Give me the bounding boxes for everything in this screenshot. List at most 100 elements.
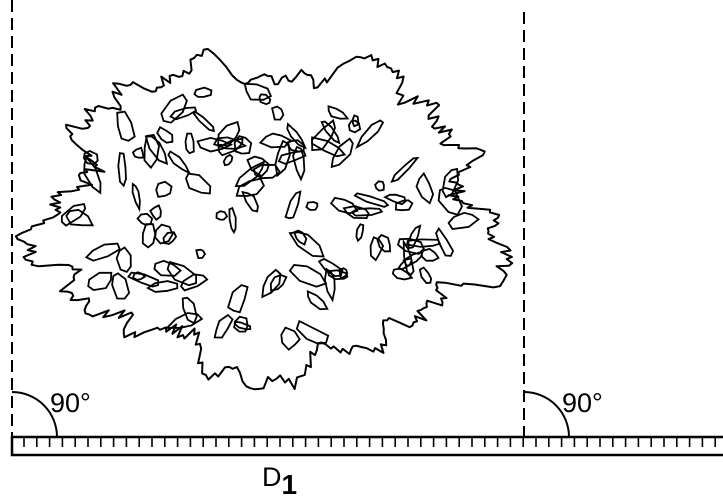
crown-gap <box>143 134 160 170</box>
crown-gap <box>390 156 420 184</box>
crown-gap <box>295 319 330 345</box>
crown-gap <box>258 93 272 106</box>
crown-gap <box>166 260 197 287</box>
crown-gap <box>258 132 292 149</box>
crown-gap <box>269 274 288 292</box>
crown-gap <box>396 257 413 271</box>
crown-gap <box>391 267 414 281</box>
crown-gap <box>369 236 385 262</box>
crown-gap <box>326 269 349 281</box>
crown-gap <box>243 82 273 101</box>
crown-gap <box>87 271 113 291</box>
crown-gap <box>374 180 385 192</box>
crown-gap <box>141 223 157 249</box>
crown-gap <box>233 315 249 333</box>
diameter-letter: D <box>262 462 282 492</box>
crown-gap <box>407 224 422 250</box>
crown-gap <box>437 186 464 216</box>
diameter-subscript: 1 <box>282 469 298 499</box>
crown-gap <box>277 150 307 165</box>
crown-gap <box>292 145 306 182</box>
ruler-ticks <box>23 437 717 447</box>
crown-gap <box>131 182 141 213</box>
crown-gap <box>155 180 173 198</box>
crown-gap <box>162 231 178 245</box>
crown-gap <box>228 206 237 235</box>
crown-gap <box>286 122 308 150</box>
tree-crown <box>14 48 514 391</box>
crown-gap <box>196 136 234 153</box>
crown-gap <box>350 207 384 217</box>
crown-gap <box>117 152 127 188</box>
crown-gap <box>227 284 249 314</box>
crown-gap <box>156 125 174 144</box>
crown-gap <box>60 202 87 227</box>
crown-gap <box>280 326 301 351</box>
crown-gap <box>184 132 195 155</box>
crown-gap <box>418 266 433 285</box>
crown-gap <box>154 223 174 245</box>
crown-gap <box>338 267 349 280</box>
crown-gap <box>233 135 253 155</box>
crown-gap <box>327 105 350 120</box>
crown-gap <box>383 193 407 206</box>
crown-gap <box>115 246 132 273</box>
crown-gap <box>329 196 359 215</box>
crown-gap <box>402 238 415 277</box>
crown-gap <box>355 223 365 243</box>
crown-gap <box>234 160 266 188</box>
crown-gap <box>195 248 207 260</box>
crown-gap <box>306 289 329 311</box>
crown-gap <box>406 238 442 248</box>
crown-gap <box>82 150 99 166</box>
crown-gap <box>246 155 271 178</box>
crown-gap <box>167 150 192 176</box>
diameter-label: D1 <box>262 462 297 499</box>
crown-gap <box>288 264 328 288</box>
crown-gap <box>353 192 390 208</box>
crown-gap <box>65 208 95 227</box>
crown-gap <box>317 257 344 278</box>
crown-gap <box>169 106 198 121</box>
crown-gap <box>222 153 234 167</box>
crown-gap <box>84 242 121 262</box>
crown-gap <box>185 172 212 195</box>
crown-gap <box>215 210 229 221</box>
crown-gap <box>193 86 213 98</box>
crown-gap <box>181 296 198 325</box>
crown-gap <box>323 267 336 303</box>
crown-gap <box>355 119 385 150</box>
crown-gap <box>284 190 302 220</box>
crown-gap <box>164 312 204 329</box>
left-angle-label: 90° <box>50 388 91 418</box>
right-angle-arc <box>523 391 570 438</box>
left-angle-arc <box>11 391 58 438</box>
crown-gap <box>180 273 209 292</box>
crown-gap <box>111 272 131 300</box>
ruler <box>10 435 723 457</box>
crown-gap <box>213 313 234 339</box>
crown-gap <box>136 212 154 226</box>
crown-gap <box>415 171 435 205</box>
crown-gap <box>191 111 215 133</box>
crown-gap <box>351 114 360 128</box>
crown-gap <box>271 105 285 121</box>
crown-gap <box>116 110 136 142</box>
crown-outline <box>14 48 514 391</box>
crown-gap <box>160 93 188 124</box>
crown-gap <box>305 201 319 211</box>
crown-gap <box>420 247 440 262</box>
crown-gap <box>131 146 145 159</box>
crown-gap <box>435 226 455 257</box>
crown-gap <box>288 231 325 258</box>
right-angle-label: 90° <box>562 388 603 418</box>
crown-gap <box>146 280 179 293</box>
crown-gap <box>320 120 341 145</box>
crown-gap <box>330 137 354 169</box>
crown-gap <box>376 233 392 253</box>
crown-gap <box>447 211 481 230</box>
crown-gap <box>149 204 162 221</box>
crown-gap <box>241 190 259 213</box>
